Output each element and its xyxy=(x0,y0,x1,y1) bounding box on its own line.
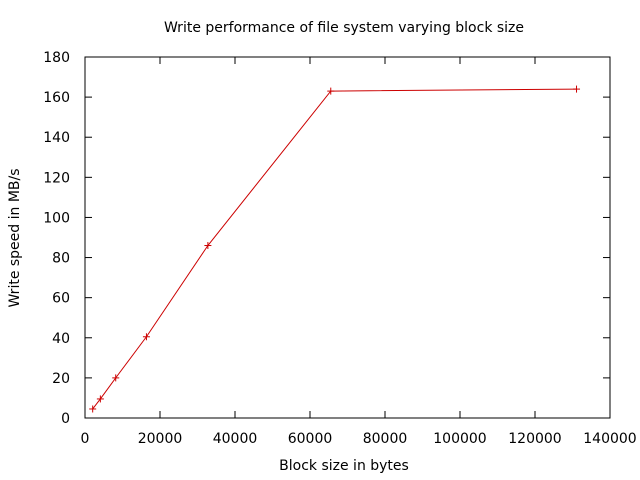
x-tick-label: 40000 xyxy=(213,431,258,447)
x-tick-label: 60000 xyxy=(288,431,333,447)
data-point-marker xyxy=(204,242,212,250)
x-tick-label: 100000 xyxy=(433,431,486,447)
y-tick-label: 40 xyxy=(52,331,70,347)
plot-frame xyxy=(84,56,611,419)
x-axis-label: Block size in bytes xyxy=(279,458,409,474)
y-tick-label: 100 xyxy=(43,210,70,226)
data-point-marker xyxy=(89,405,97,413)
y-axis-label: Write speed in MB/s xyxy=(7,168,23,307)
y-tick-label: 20 xyxy=(52,371,70,387)
y-tick-label: 160 xyxy=(43,90,70,106)
series-group xyxy=(89,85,581,413)
y-tick-label: 180 xyxy=(43,50,70,66)
x-tick-label: 80000 xyxy=(363,431,408,447)
y-tick-label: 80 xyxy=(52,251,70,267)
x-tick-label: 0 xyxy=(81,431,90,447)
series-line xyxy=(92,88,577,410)
x-tick-label: 20000 xyxy=(138,431,183,447)
chart-title: Write performance of file system varying… xyxy=(164,20,524,36)
data-point-marker xyxy=(142,333,150,341)
axis-ticks: 0 20000 40000 60000 80000 100000 120000 140000 0… xyxy=(43,50,636,447)
x-tick-label: 120000 xyxy=(508,431,561,447)
y-tick-label: 120 xyxy=(43,170,70,186)
data-point-marker xyxy=(96,395,104,403)
y-tick-label: 140 xyxy=(43,130,70,146)
y-tick-label: 0 xyxy=(61,411,70,427)
data-point-marker xyxy=(327,87,335,95)
data-point-marker xyxy=(112,374,120,382)
data-point-marker xyxy=(573,85,581,93)
x-tick-label: 140000 xyxy=(583,431,636,447)
y-tick-label: 60 xyxy=(52,291,70,307)
